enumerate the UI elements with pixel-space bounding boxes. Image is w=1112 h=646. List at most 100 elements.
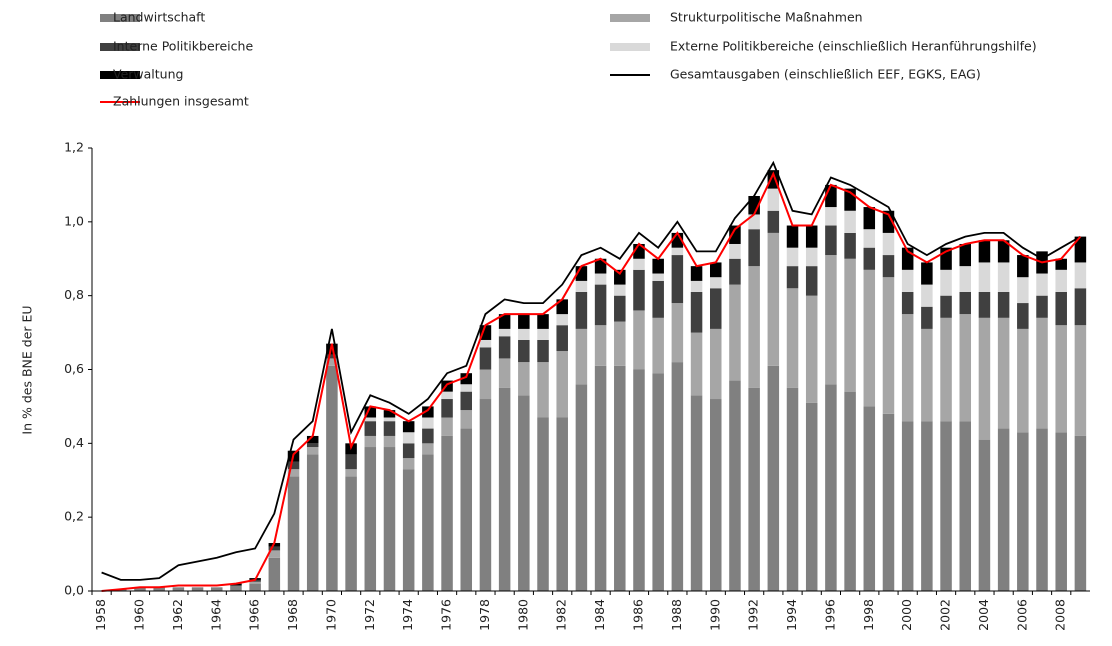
bar-segment: [921, 284, 933, 307]
bar-segment: [997, 262, 1010, 292]
bar-segment: [383, 447, 396, 591]
bar-segment: [498, 328, 511, 337]
bar-segment: [940, 317, 952, 422]
bar-segment: [479, 347, 492, 370]
bar-segment: [863, 207, 876, 230]
legend-label: Zahlungen insgesamt: [113, 94, 249, 109]
bar-segment: [709, 277, 722, 289]
x-tick-label: 1978: [477, 599, 492, 631]
x-tick-label: 1996: [822, 599, 837, 631]
bar-segment: [748, 195, 760, 215]
bar-segment: [345, 469, 357, 477]
bar-segment: [326, 354, 338, 359]
bar-segment: [940, 295, 952, 318]
legend-swatch: [610, 43, 650, 51]
bar-segment: [460, 384, 473, 392]
bar-segment: [825, 384, 837, 591]
bar-segment: [901, 314, 914, 422]
bar-segment: [479, 369, 492, 400]
bar-segment: [1074, 435, 1087, 591]
x-tick-label: 2000: [899, 599, 914, 631]
x-tick-label: 1972: [362, 599, 377, 631]
bar-segment: [498, 314, 511, 329]
bar-segment: [1017, 255, 1029, 278]
bar-segment: [594, 273, 607, 285]
bar-segment: [1036, 295, 1048, 318]
bar-segment: [153, 587, 165, 591]
x-tick-label: 1962: [170, 599, 185, 631]
bar-segment: [537, 339, 549, 363]
bar-segment: [921, 306, 933, 329]
x-tick-label: 2002: [938, 599, 953, 631]
bar-segment: [1074, 288, 1087, 326]
bar-segment: [614, 365, 626, 591]
legend-swatch: [100, 43, 140, 51]
bar-segment: [537, 328, 549, 340]
line: [101, 160, 1081, 581]
bar-segment: [537, 362, 549, 418]
bar-segment: [709, 399, 722, 591]
x-tick-label: 1974: [400, 599, 415, 631]
bar-segment: [863, 406, 876, 591]
bar-segment: [709, 328, 722, 400]
bar-segment: [901, 291, 914, 315]
y-tick-label: 1,0: [64, 213, 84, 228]
y-tick-label: 0,0: [64, 583, 84, 598]
bar-segment: [633, 269, 645, 311]
x-tick-label: 1976: [439, 599, 454, 631]
bar-segment: [921, 421, 933, 591]
bar-segment: [671, 255, 684, 304]
bar-segment: [326, 343, 338, 355]
legend-label: Externe Politikbereiche (einschließlich …: [670, 39, 1037, 54]
bar-segment: [614, 284, 626, 296]
bar-segment: [191, 587, 204, 591]
bar-segment: [537, 417, 549, 591]
x-tick-label: 1968: [285, 599, 300, 631]
bar-segment: [422, 454, 434, 591]
bar-segment: [402, 432, 415, 444]
bar-segment: [575, 266, 588, 281]
legend-label: Interne Politikbereiche: [113, 39, 253, 54]
bar-segment: [825, 255, 837, 385]
bar-segment: [575, 280, 588, 292]
bar-segment: [901, 269, 914, 292]
bar-segment: [287, 461, 300, 470]
bar-segment: [460, 410, 473, 429]
bar-segment: [422, 443, 434, 455]
bar-segment: [249, 581, 261, 584]
x-tick-label: 1986: [630, 599, 645, 631]
bar-segment: [1055, 258, 1067, 270]
x-tick-label: 1960: [131, 599, 146, 631]
bar-segment: [729, 284, 741, 381]
bar-segment: [805, 225, 818, 248]
bar-segment: [882, 255, 895, 278]
bar-segment: [786, 387, 799, 591]
bar-segment: [633, 369, 645, 591]
bar-segment: [863, 269, 876, 407]
bar-segment: [479, 325, 492, 340]
bar-segment: [460, 428, 473, 591]
bar-segment: [287, 476, 300, 591]
bar-segment: [805, 247, 818, 267]
bar-segment: [402, 421, 415, 433]
bar-segment: [268, 557, 281, 591]
bar-segment: [614, 321, 626, 366]
bar-segment: [844, 391, 856, 591]
bar-segment: [652, 280, 664, 318]
bar-segment: [633, 243, 645, 259]
legend-label: Landwirtschaft: [113, 10, 205, 25]
bar-segment: [882, 210, 895, 233]
bar-segment: [422, 417, 434, 429]
bar-segment: [364, 421, 377, 436]
bar-segment: [786, 225, 799, 248]
bar-segment: [1074, 262, 1087, 289]
bar-segment: [441, 435, 453, 591]
bar-segment: [422, 428, 434, 444]
bar-segment: [441, 399, 453, 418]
bar-segment: [402, 443, 415, 459]
bar-segment: [652, 373, 664, 591]
bar-segment: [729, 225, 741, 244]
bar-segment: [383, 421, 396, 436]
bar-segment: [767, 188, 780, 211]
bar-segment: [978, 240, 991, 263]
